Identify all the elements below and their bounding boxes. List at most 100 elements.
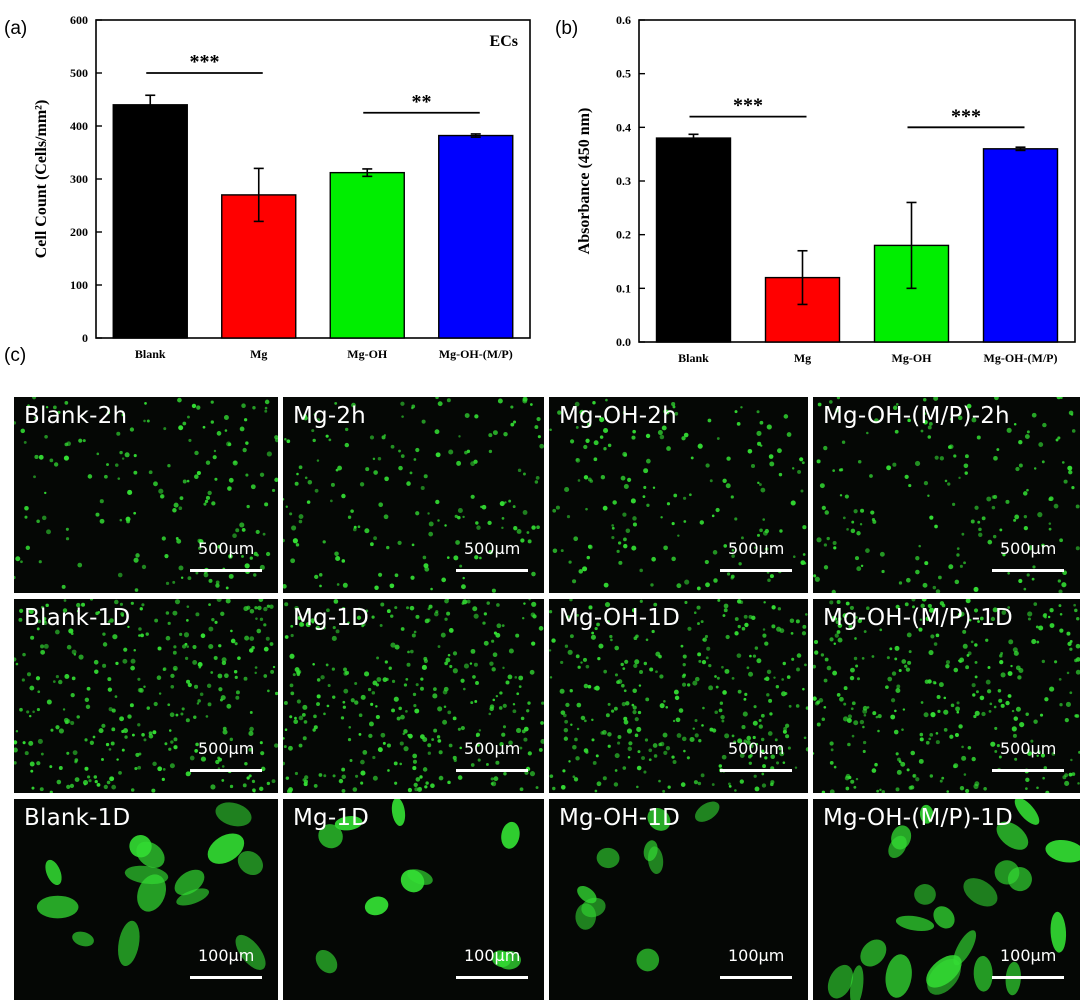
scale-bar: [992, 569, 1064, 572]
scale-bar-label: 500μm: [728, 739, 785, 758]
scale-bar-label: 100μm: [198, 946, 255, 965]
scale-bar: [190, 569, 262, 572]
bar-blank: [655, 137, 732, 343]
y-tick-label: 400: [70, 119, 88, 133]
significance-marker: ***: [146, 51, 263, 74]
y-tick-label: 0.5: [616, 67, 631, 81]
y-tick-label: 0.1: [616, 281, 631, 295]
y-axis-label: Absorbance (450 nm): [576, 108, 593, 255]
error-bar: [145, 94, 156, 116]
category-label: Mg-OH: [892, 351, 933, 365]
micrograph-tile: Blank-1D 100μm: [14, 799, 278, 1000]
tile-label: Mg-OH-(M/P)-1D: [823, 805, 1013, 831]
micrograph-tile: Blank-1D 500μm: [14, 599, 278, 793]
micrograph-tile: Mg-2h 500μm: [283, 397, 544, 593]
cell-fluorescence: [549, 398, 807, 591]
cell-fluorescence: [283, 397, 544, 593]
scale-bar-label: 500μm: [1000, 539, 1057, 558]
micrograph-tile: Mg-OH-2h 500μm: [549, 397, 808, 593]
tile-label: Mg-1D: [293, 805, 370, 831]
y-tick-label: 500: [70, 66, 88, 80]
category-label: Blank: [135, 347, 166, 361]
error-bar: [470, 133, 481, 138]
y-tick-label: 100: [70, 278, 88, 292]
scale-bar: [992, 976, 1064, 979]
tile-label: Mg-OH-1D: [559, 605, 681, 631]
scale-bar-label: 100μm: [464, 946, 521, 965]
bar-mg-oh-m-p-: [982, 148, 1059, 343]
y-tick-label: 0.4: [616, 120, 631, 134]
scale-bar: [720, 569, 792, 572]
significance-marker: ***: [689, 95, 807, 118]
scale-bar: [190, 769, 262, 772]
scale-bar-label: 500μm: [1000, 739, 1057, 758]
tile-label: Blank-1D: [24, 805, 131, 831]
error-bar: [688, 133, 699, 143]
scale-bar-label: 500μm: [464, 739, 521, 758]
significance-marker: **: [363, 91, 480, 114]
tile-label: Mg-2h: [293, 403, 366, 429]
scale-bar: [456, 569, 528, 572]
scale-bar: [992, 769, 1064, 772]
micrograph-tile: Mg-1D 500μm: [283, 599, 544, 793]
scale-bar-label: 500μm: [464, 539, 521, 558]
y-tick-label: 0.0: [616, 335, 631, 349]
tile-label: Mg-OH-(M/P)-1D: [823, 605, 1013, 631]
scale-bar: [720, 976, 792, 979]
y-tick-label: 0.2: [616, 228, 631, 242]
svg-text:**: **: [412, 91, 432, 113]
scale-bar: [190, 976, 262, 979]
svg-text:***: ***: [190, 51, 220, 73]
cell-fluorescence: [813, 599, 1080, 793]
tile-label: Mg-1D: [293, 605, 370, 631]
chart-absorbance: 0.0 0.1 0.2 0.3 0.4 0.5 0.6 Blank Mg Mg-OH Mg-OH-(…: [576, 13, 1076, 365]
bar-blank: [112, 104, 188, 339]
y-tick-label: 600: [70, 13, 88, 27]
chart-cell-count: 0 100 200 300 400 500 600 Blank Mg Mg-OH Mg-OH-(M/…: [33, 13, 531, 361]
category-label: Mg-OH-(M/P): [439, 347, 513, 361]
scale-bar-label: 500μm: [198, 539, 255, 558]
tile-label: Mg-OH-(M/P)-2h: [823, 403, 1010, 429]
scale-bar-label: 100μm: [1000, 946, 1057, 965]
chart-annotation: ECs: [490, 33, 518, 50]
y-tick-label: 0: [82, 331, 88, 345]
error-bar: [906, 201, 917, 290]
bar-mg-oh-m-p-: [438, 134, 514, 339]
category-label: Blank: [678, 351, 709, 365]
category-label: Mg: [250, 347, 267, 361]
micrograph-tile: Mg-1D 100μm: [283, 799, 544, 1000]
error-bar: [253, 167, 264, 223]
svg-text:***: ***: [733, 95, 763, 117]
bar-mg-oh: [329, 171, 405, 339]
micrograph-tile: Mg-OH-1D 500μm: [549, 599, 808, 793]
panel-label-a: (a): [4, 18, 28, 39]
tile-label: Blank-1D: [24, 605, 131, 631]
scale-bar-label: 500μm: [198, 739, 255, 758]
tile-label: Mg-OH-1D: [559, 805, 681, 831]
y-axis-label: Cell Count (Cells/mm²): [33, 100, 50, 259]
error-bar: [797, 249, 808, 306]
cell-fluorescence: [315, 799, 521, 974]
scale-bar-label: 100μm: [728, 946, 785, 965]
scale-bar: [456, 976, 528, 979]
micrograph-tile: Mg-OH-1D 100μm: [549, 799, 808, 1000]
micrograph-tile: Mg-OH-(M/P)-2h 500μm: [813, 397, 1080, 593]
cell-fluorescence: [14, 397, 278, 592]
y-tick-label: 200: [70, 225, 88, 239]
cell-fluorescence: [827, 799, 1080, 1000]
y-tick-label: 0.6: [616, 13, 631, 27]
error-bar: [1015, 146, 1026, 152]
y-tick-label: 300: [70, 172, 88, 186]
tile-label: Blank-2h: [24, 403, 128, 429]
cell-fluorescence: [14, 599, 278, 793]
cell-fluorescence: [36, 802, 266, 970]
tile-label: Mg-OH-2h: [559, 403, 677, 429]
category-label: Mg-OH: [347, 347, 388, 361]
cell-fluorescence: [813, 397, 1080, 593]
svg-text:***: ***: [951, 105, 981, 127]
micrograph-tile: Mg-OH-(M/P)-1D 100μm: [813, 799, 1080, 1000]
cell-fluorescence: [549, 599, 808, 793]
category-label: Mg: [794, 351, 811, 365]
error-bar: [362, 168, 373, 178]
cell-fluorescence: [283, 599, 544, 793]
